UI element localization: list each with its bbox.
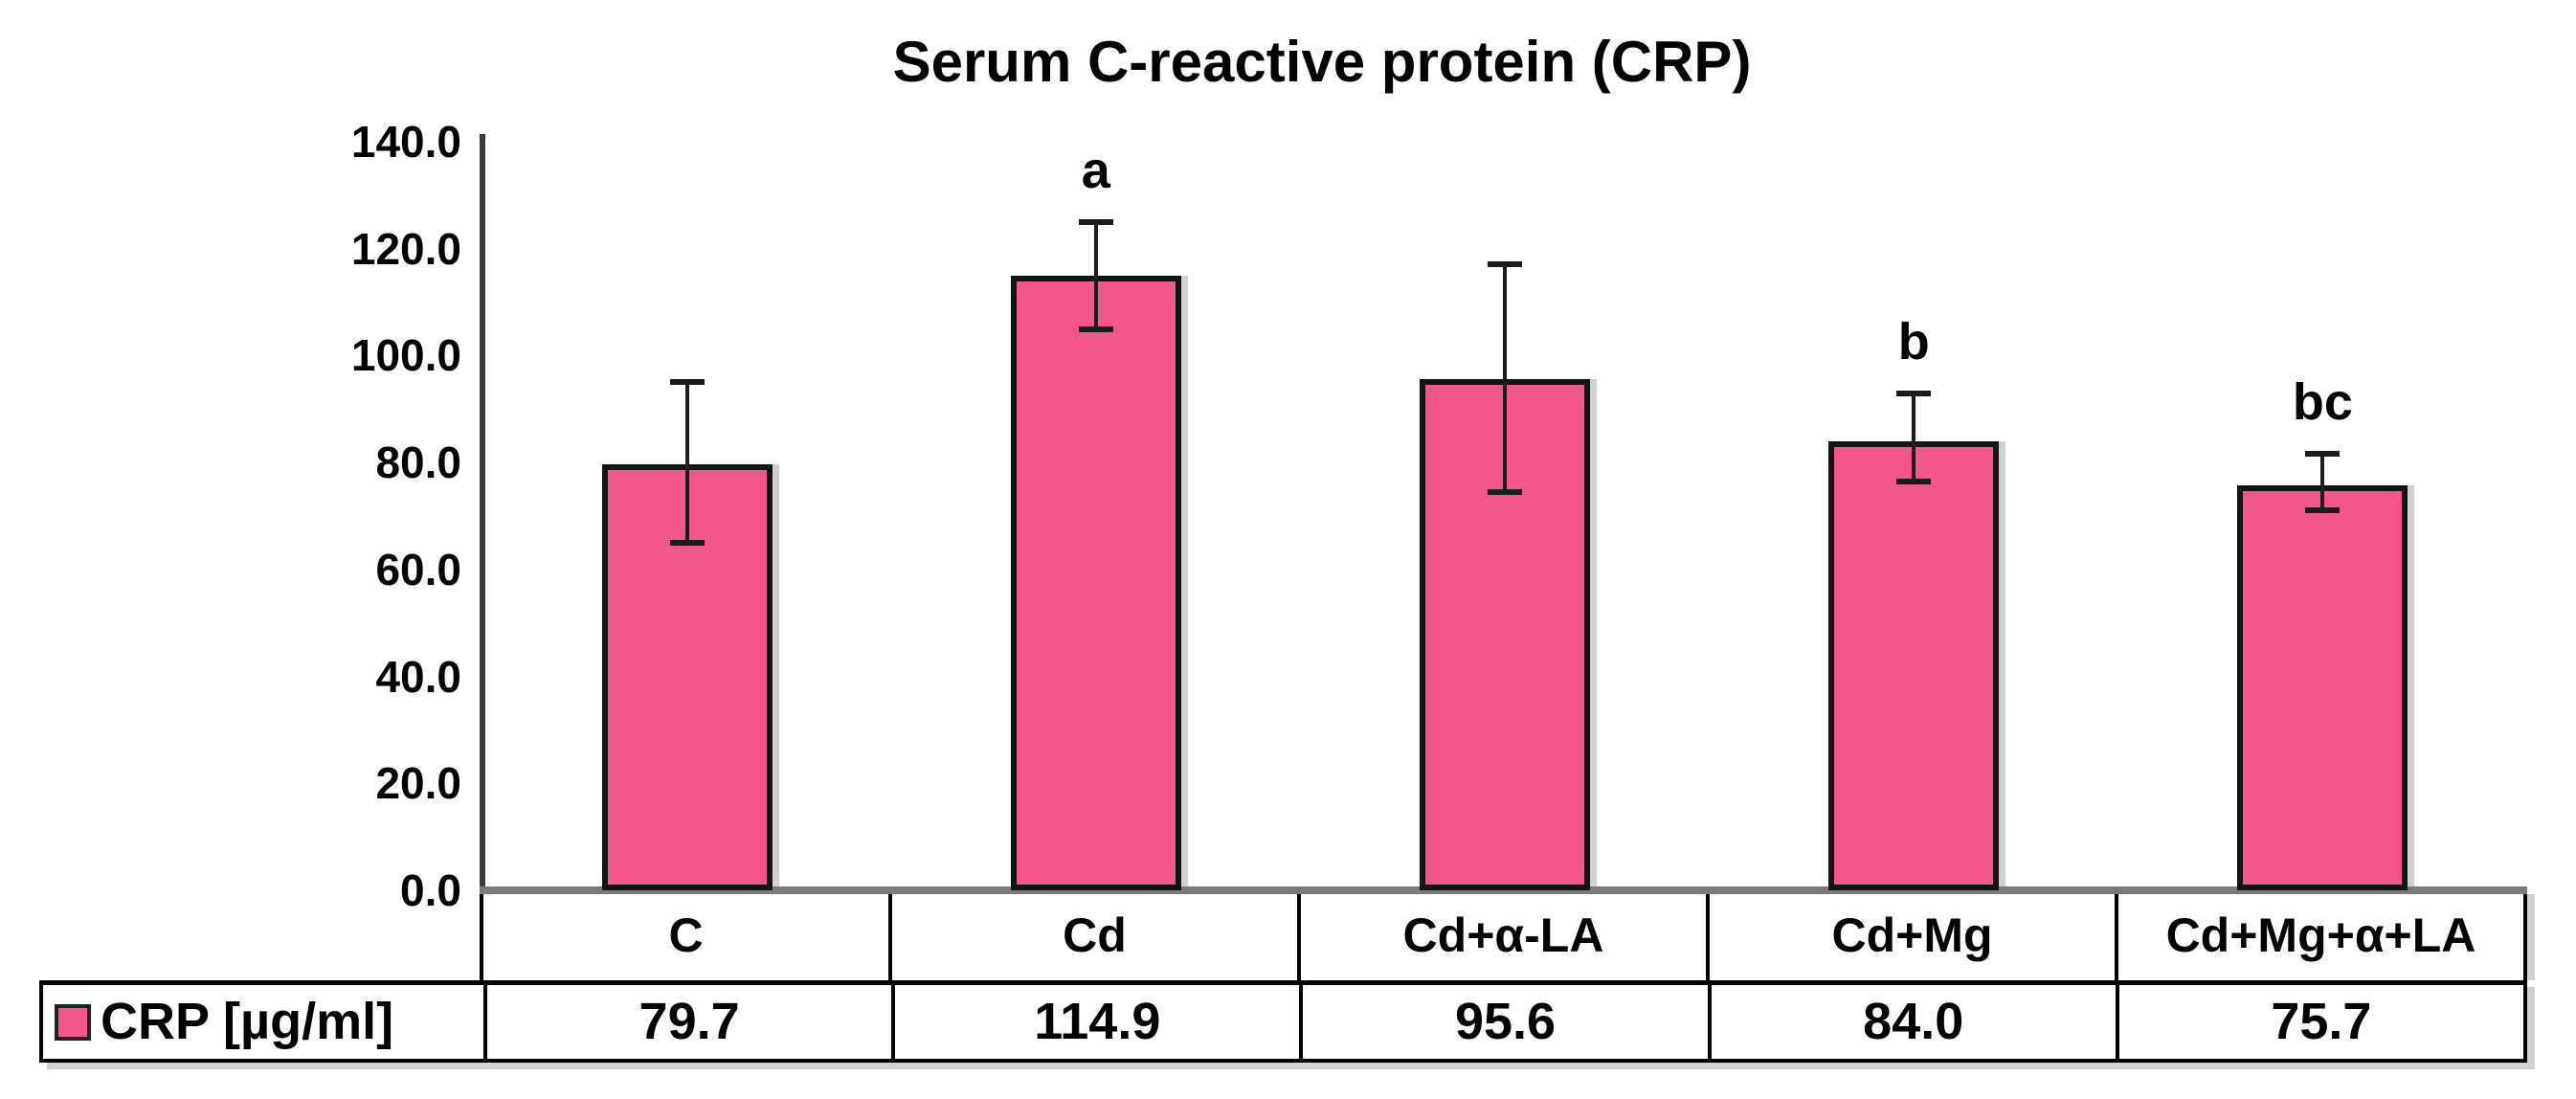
category-cell: Cd+Mg: [1706, 894, 2115, 980]
category-cell: Cd+α-LA: [1297, 894, 1706, 980]
y-tick-label: 80.0: [375, 437, 461, 488]
y-axis-line: [480, 134, 485, 894]
category-cell: Cd: [888, 894, 1297, 980]
bar-5: [2237, 485, 2408, 890]
error-bar-cap-top: [1488, 261, 1522, 268]
y-tick-label: 0.0: [400, 865, 461, 915]
y-tick-label: 120.0: [350, 223, 461, 274]
bar-3: [1420, 379, 1590, 890]
error-bar-cap-top: [1078, 219, 1113, 226]
significance-letter: a: [1081, 142, 1110, 200]
error-bar-line: [1912, 392, 1916, 482]
y-tick-label: 20.0: [375, 758, 461, 809]
error-bar-line: [684, 382, 689, 543]
value-cell: 75.7: [2115, 985, 2523, 1059]
category-cell: Cd+Mg+α+LA: [2115, 894, 2523, 980]
error-bar-cap-bottom: [1078, 326, 1113, 333]
error-bar-line: [1093, 222, 1098, 330]
value-cell: 79.7: [483, 985, 891, 1059]
error-bar-cap-top: [2305, 450, 2341, 457]
legend-label: CRP [µg/ml]: [101, 993, 394, 1050]
value-cell: 95.6: [1299, 985, 1707, 1059]
error-bar-cap-bottom: [1896, 478, 1932, 484]
error-bar-line: [2320, 453, 2325, 511]
crp-series-swatch-icon: [55, 1003, 91, 1041]
error-bar-cap-bottom: [669, 539, 705, 546]
y-tick-label: 60.0: [375, 544, 461, 594]
error-bar-cap-top: [669, 379, 705, 386]
y-tick-label: 100.0: [350, 330, 461, 381]
error-bar-cap-bottom: [1488, 488, 1522, 495]
legend-cell: CRP [µg/ml]: [43, 985, 483, 1059]
significance-letter: bc: [2292, 372, 2353, 431]
bar-2: [1010, 276, 1181, 890]
bar-4: [1828, 440, 2000, 890]
category-cell: C: [668, 908, 704, 962]
category-row: C Cd Cd+α-LA Cd+Mg Cd+Mg+α+LA: [480, 894, 2527, 980]
y-tick-label: 140.0: [350, 117, 461, 167]
x-axis-baseline: [480, 886, 2527, 894]
chart-title: Serum C-reactive protein (CRP): [892, 30, 1752, 94]
significance-letter: b: [1897, 312, 1930, 370]
y-tick-label: 40.0: [375, 651, 461, 702]
value-cell: 84.0: [1707, 985, 2116, 1059]
error-bar-line: [1503, 264, 1507, 492]
value-cell: 114.9: [891, 985, 1299, 1059]
error-bar-cap-top: [1896, 390, 1932, 396]
error-bar-cap-bottom: [2305, 507, 2341, 514]
data-table-row: CRP [µg/ml] 79.7 114.9 95.6 84.0 75.7: [39, 980, 2527, 1063]
